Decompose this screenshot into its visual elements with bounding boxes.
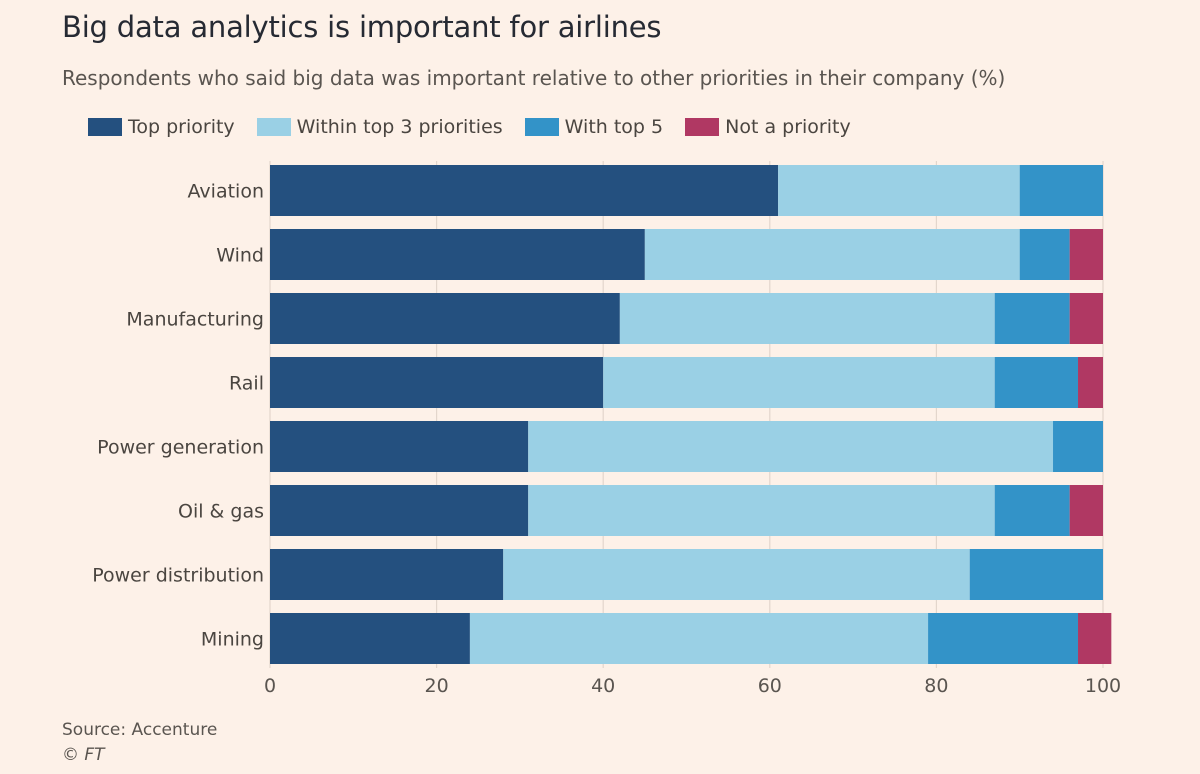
bar-segment [1069, 293, 1103, 344]
legend-label: With top 5 [564, 116, 664, 138]
chart-subtitle: Respondents who said big data was import… [62, 66, 1006, 90]
legend-swatch [524, 118, 559, 136]
bar-segment [603, 357, 995, 408]
category-label: Rail [229, 373, 264, 395]
bar-segment [270, 293, 620, 344]
category-label: Manufacturing [126, 309, 264, 331]
x-tick-label: 0 [264, 675, 276, 697]
bar-segment [1019, 229, 1070, 280]
bar-segment [1078, 357, 1103, 408]
bar-segment [969, 549, 1103, 600]
bar-segment [1019, 165, 1103, 216]
bar-segment [270, 357, 604, 408]
bar-segment [994, 293, 1070, 344]
source-note: Source: Accenture [62, 720, 218, 740]
category-label: Oil & gas [178, 501, 264, 523]
legend-swatch [685, 118, 720, 136]
bar-segment [270, 421, 529, 472]
bar-segment [270, 229, 645, 280]
chart-title: Big data analytics is important for airl… [62, 10, 662, 44]
bar-segment [1053, 421, 1103, 472]
bar-segment [1069, 229, 1103, 280]
bar-segment [1069, 485, 1103, 536]
legend-item-top-priority: Top priority [88, 116, 235, 138]
bar-segment [994, 357, 1079, 408]
bar-segment [270, 613, 470, 664]
x-tick-label: 60 [758, 675, 782, 697]
category-label: Power generation [97, 437, 264, 459]
legend-label: Not a priority [725, 116, 851, 138]
legend-swatch [256, 118, 291, 136]
legend-item-within-top-3: Within top 3 priorities [256, 116, 503, 138]
bar-segment [270, 485, 529, 536]
copyright-note: © FT [62, 745, 105, 765]
bar-segment [528, 421, 1054, 472]
bar-segment [469, 613, 929, 664]
x-tick-label: 80 [924, 675, 948, 697]
chart-legend: Top priority Within top 3 priorities Wit… [88, 116, 873, 138]
legend-label: Top priority [128, 116, 235, 138]
x-tick-label: 20 [425, 675, 449, 697]
category-label: Aviation [188, 181, 264, 203]
bar-segment [994, 485, 1070, 536]
legend-label: Within top 3 priorities [296, 116, 503, 138]
bar-segment [1078, 613, 1112, 664]
legend-item-with-top-5: With top 5 [524, 116, 664, 138]
bar-segment [270, 165, 779, 216]
bar-segment [778, 165, 1020, 216]
category-label: Mining [201, 629, 264, 651]
legend-item-not-a-priority: Not a priority [685, 116, 851, 138]
bar-segment [503, 549, 970, 600]
bar-segment [644, 229, 1020, 280]
bar-segment [528, 485, 995, 536]
x-tick-label: 100 [1085, 675, 1121, 697]
category-label: Wind [216, 245, 264, 267]
legend-swatch [88, 118, 122, 136]
bar-segment [619, 293, 995, 344]
category-label: Power distribution [92, 565, 264, 587]
x-tick-label: 40 [591, 675, 615, 697]
bar-segment [928, 613, 1079, 664]
bar-segment [270, 549, 504, 600]
